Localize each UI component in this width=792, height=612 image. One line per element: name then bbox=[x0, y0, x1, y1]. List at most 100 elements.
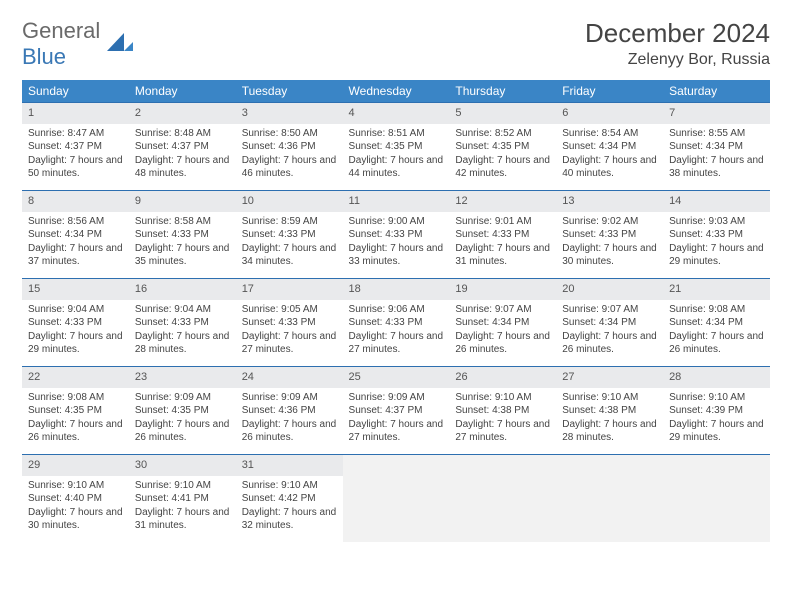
empty-cell bbox=[343, 454, 450, 542]
sunrise-line: Sunrise: 9:10 AM bbox=[242, 479, 337, 493]
sunrise-line: Sunrise: 9:00 AM bbox=[349, 215, 444, 229]
sunrise-line: Sunrise: 8:58 AM bbox=[135, 215, 230, 229]
day-number: 19 bbox=[449, 278, 556, 300]
sunset-line: Sunset: 4:33 PM bbox=[242, 316, 337, 330]
daylight-line: Daylight: 7 hours and 37 minutes. bbox=[28, 242, 123, 269]
sunrise-line: Sunrise: 9:04 AM bbox=[135, 303, 230, 317]
sunrise-line: Sunrise: 9:10 AM bbox=[135, 479, 230, 493]
sunrise-line: Sunrise: 8:54 AM bbox=[562, 127, 657, 141]
daylight-line: Daylight: 7 hours and 26 minutes. bbox=[242, 418, 337, 445]
sunset-line: Sunset: 4:33 PM bbox=[135, 228, 230, 242]
sunrise-line: Sunrise: 9:07 AM bbox=[455, 303, 550, 317]
daylight-line: Daylight: 7 hours and 31 minutes. bbox=[455, 242, 550, 269]
day-body: Sunrise: 9:10 AMSunset: 4:39 PMDaylight:… bbox=[663, 388, 770, 453]
sunset-line: Sunset: 4:33 PM bbox=[28, 316, 123, 330]
day-body: Sunrise: 8:50 AMSunset: 4:36 PMDaylight:… bbox=[236, 124, 343, 189]
daylight-line: Daylight: 7 hours and 28 minutes. bbox=[562, 418, 657, 445]
daylight-line: Daylight: 7 hours and 29 minutes. bbox=[28, 330, 123, 357]
sunset-line: Sunset: 4:34 PM bbox=[455, 316, 550, 330]
day-body: Sunrise: 8:59 AMSunset: 4:33 PMDaylight:… bbox=[236, 212, 343, 277]
sunrise-line: Sunrise: 9:06 AM bbox=[349, 303, 444, 317]
day-body: Sunrise: 9:10 AMSunset: 4:38 PMDaylight:… bbox=[556, 388, 663, 453]
calendar-day: 15Sunrise: 9:04 AMSunset: 4:33 PMDayligh… bbox=[22, 278, 129, 366]
calendar-week: 8Sunrise: 8:56 AMSunset: 4:34 PMDaylight… bbox=[22, 190, 770, 278]
calendar-day: 5Sunrise: 8:52 AMSunset: 4:35 PMDaylight… bbox=[449, 102, 556, 190]
day-body: Sunrise: 8:56 AMSunset: 4:34 PMDaylight:… bbox=[22, 212, 129, 277]
day-body: Sunrise: 9:02 AMSunset: 4:33 PMDaylight:… bbox=[556, 212, 663, 277]
daylight-line: Daylight: 7 hours and 30 minutes. bbox=[562, 242, 657, 269]
calendar-day: 20Sunrise: 9:07 AMSunset: 4:34 PMDayligh… bbox=[556, 278, 663, 366]
day-body: Sunrise: 9:08 AMSunset: 4:34 PMDaylight:… bbox=[663, 300, 770, 365]
sunrise-line: Sunrise: 8:48 AM bbox=[135, 127, 230, 141]
calendar-day: 14Sunrise: 9:03 AMSunset: 4:33 PMDayligh… bbox=[663, 190, 770, 278]
daylight-line: Daylight: 7 hours and 32 minutes. bbox=[242, 506, 337, 533]
day-body: Sunrise: 8:51 AMSunset: 4:35 PMDaylight:… bbox=[343, 124, 450, 189]
daylight-line: Daylight: 7 hours and 46 minutes. bbox=[242, 154, 337, 181]
calendar-day: 9Sunrise: 8:58 AMSunset: 4:33 PMDaylight… bbox=[129, 190, 236, 278]
daylight-line: Daylight: 7 hours and 26 minutes. bbox=[669, 330, 764, 357]
daylight-line: Daylight: 7 hours and 27 minutes. bbox=[349, 330, 444, 357]
calendar-day: 10Sunrise: 8:59 AMSunset: 4:33 PMDayligh… bbox=[236, 190, 343, 278]
calendar-empty bbox=[343, 454, 450, 542]
day-number: 15 bbox=[22, 278, 129, 300]
daylight-line: Daylight: 7 hours and 31 minutes. bbox=[135, 506, 230, 533]
sunset-line: Sunset: 4:34 PM bbox=[562, 316, 657, 330]
day-body: Sunrise: 9:10 AMSunset: 4:42 PMDaylight:… bbox=[236, 476, 343, 541]
sunset-line: Sunset: 4:34 PM bbox=[669, 316, 764, 330]
month-title: December 2024 bbox=[585, 18, 770, 49]
day-number: 26 bbox=[449, 366, 556, 388]
day-header: Sunday bbox=[22, 80, 129, 102]
calendar-day: 3Sunrise: 8:50 AMSunset: 4:36 PMDaylight… bbox=[236, 102, 343, 190]
day-body: Sunrise: 9:10 AMSunset: 4:38 PMDaylight:… bbox=[449, 388, 556, 453]
empty-cell bbox=[449, 454, 556, 542]
daylight-line: Daylight: 7 hours and 26 minutes. bbox=[135, 418, 230, 445]
sunset-line: Sunset: 4:40 PM bbox=[28, 492, 123, 506]
calendar-empty bbox=[449, 454, 556, 542]
day-header: Monday bbox=[129, 80, 236, 102]
sunrise-line: Sunrise: 9:10 AM bbox=[562, 391, 657, 405]
day-number: 21 bbox=[663, 278, 770, 300]
sunset-line: Sunset: 4:33 PM bbox=[562, 228, 657, 242]
sunset-line: Sunset: 4:35 PM bbox=[28, 404, 123, 418]
calendar-week: 15Sunrise: 9:04 AMSunset: 4:33 PMDayligh… bbox=[22, 278, 770, 366]
calendar-table: SundayMondayTuesdayWednesdayThursdayFrid… bbox=[22, 80, 770, 542]
daylight-line: Daylight: 7 hours and 26 minutes. bbox=[28, 418, 123, 445]
day-header: Friday bbox=[556, 80, 663, 102]
calendar-day: 13Sunrise: 9:02 AMSunset: 4:33 PMDayligh… bbox=[556, 190, 663, 278]
sunset-line: Sunset: 4:38 PM bbox=[455, 404, 550, 418]
sunrise-line: Sunrise: 9:09 AM bbox=[349, 391, 444, 405]
daylight-line: Daylight: 7 hours and 40 minutes. bbox=[562, 154, 657, 181]
sunset-line: Sunset: 4:41 PM bbox=[135, 492, 230, 506]
sunset-line: Sunset: 4:37 PM bbox=[349, 404, 444, 418]
calendar-day: 25Sunrise: 9:09 AMSunset: 4:37 PMDayligh… bbox=[343, 366, 450, 454]
day-header-row: SundayMondayTuesdayWednesdayThursdayFrid… bbox=[22, 80, 770, 102]
daylight-line: Daylight: 7 hours and 42 minutes. bbox=[455, 154, 550, 181]
day-number: 24 bbox=[236, 366, 343, 388]
day-header: Wednesday bbox=[343, 80, 450, 102]
empty-cell bbox=[556, 454, 663, 542]
day-number: 23 bbox=[129, 366, 236, 388]
day-number: 12 bbox=[449, 190, 556, 212]
daylight-line: Daylight: 7 hours and 27 minutes. bbox=[242, 330, 337, 357]
sunset-line: Sunset: 4:35 PM bbox=[135, 404, 230, 418]
day-number: 31 bbox=[236, 454, 343, 476]
calendar-day: 16Sunrise: 9:04 AMSunset: 4:33 PMDayligh… bbox=[129, 278, 236, 366]
day-body: Sunrise: 8:52 AMSunset: 4:35 PMDaylight:… bbox=[449, 124, 556, 189]
day-body: Sunrise: 8:55 AMSunset: 4:34 PMDaylight:… bbox=[663, 124, 770, 189]
sunset-line: Sunset: 4:34 PM bbox=[669, 140, 764, 154]
sunset-line: Sunset: 4:33 PM bbox=[349, 228, 444, 242]
sunset-line: Sunset: 4:33 PM bbox=[349, 316, 444, 330]
sunset-line: Sunset: 4:39 PM bbox=[669, 404, 764, 418]
sunrise-line: Sunrise: 8:52 AM bbox=[455, 127, 550, 141]
calendar-day: 18Sunrise: 9:06 AMSunset: 4:33 PMDayligh… bbox=[343, 278, 450, 366]
day-number: 1 bbox=[22, 102, 129, 124]
daylight-line: Daylight: 7 hours and 48 minutes. bbox=[135, 154, 230, 181]
calendar-week: 29Sunrise: 9:10 AMSunset: 4:40 PMDayligh… bbox=[22, 454, 770, 542]
empty-cell bbox=[663, 454, 770, 542]
daylight-line: Daylight: 7 hours and 33 minutes. bbox=[349, 242, 444, 269]
sunset-line: Sunset: 4:33 PM bbox=[135, 316, 230, 330]
calendar-day: 4Sunrise: 8:51 AMSunset: 4:35 PMDaylight… bbox=[343, 102, 450, 190]
calendar-day: 17Sunrise: 9:05 AMSunset: 4:33 PMDayligh… bbox=[236, 278, 343, 366]
logo-part1: General bbox=[22, 18, 100, 43]
day-header: Tuesday bbox=[236, 80, 343, 102]
